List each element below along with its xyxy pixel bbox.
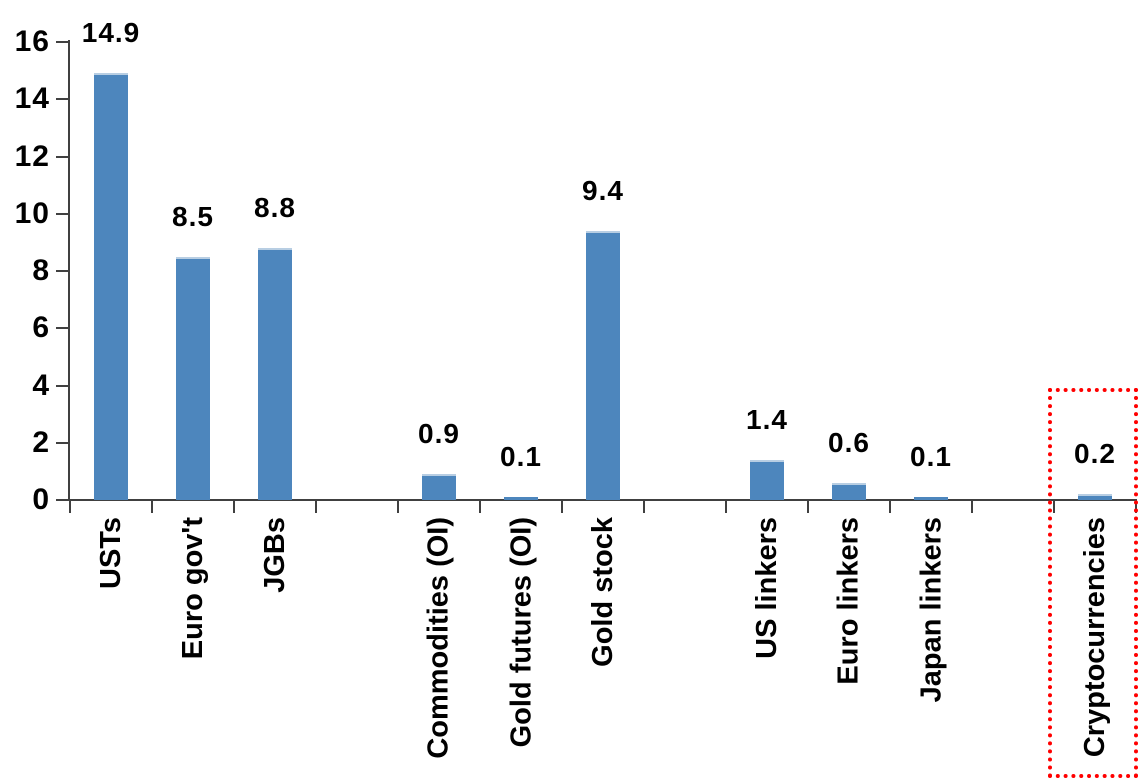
y-tick (56, 155, 68, 158)
bar-value-label: 8.5 (172, 200, 214, 232)
bar-japan-linkers (914, 497, 948, 500)
bar-value-label: 0.1 (500, 441, 542, 473)
y-tick (56, 41, 68, 43)
y-tick-label: 14 (14, 82, 50, 116)
category-label: Euro gov't (177, 517, 209, 660)
y-tick-label: 4 (32, 368, 50, 402)
y-tick-label: 2 (32, 425, 50, 459)
bar-value-label: 0.1 (910, 441, 952, 473)
bar-euro-linkers (832, 482, 866, 500)
bar-usts (94, 73, 128, 500)
bar-value-label: 14.9 (81, 17, 141, 49)
x-tick (725, 500, 727, 513)
bar-commodities-oi- (422, 474, 456, 500)
category-label: Gold futures (OI) (505, 517, 537, 748)
x-tick (69, 500, 71, 513)
x-tick (479, 500, 481, 513)
y-tick (56, 499, 68, 501)
bar-value-label: 9.4 (582, 174, 624, 206)
highlight-box (1048, 388, 1138, 778)
x-tick (971, 500, 973, 513)
y-axis-line (68, 40, 70, 501)
bar-cryptocurrencies (1078, 494, 1112, 500)
category-label: Gold stock (587, 517, 619, 667)
category-label: USTs (95, 517, 127, 589)
x-tick (233, 500, 235, 513)
x-axis-line (68, 499, 1137, 501)
bar-us-linkers (750, 459, 784, 500)
y-tick (56, 327, 68, 330)
bar-gold-stock (586, 230, 620, 500)
bar-value-label: 0.6 (828, 426, 870, 458)
category-label: JGBs (259, 517, 291, 593)
x-tick (889, 500, 891, 513)
y-tick-label: 8 (32, 254, 50, 287)
y-tick (56, 384, 68, 387)
x-tick (397, 500, 399, 513)
x-tick (643, 500, 645, 513)
bar-jgbs (258, 248, 292, 500)
y-tick (56, 98, 68, 101)
category-label: Euro linkers (833, 517, 865, 685)
y-tick-label: 12 (14, 139, 50, 173)
y-tick-label: 10 (14, 196, 50, 230)
bar-value-label: 8.8 (254, 192, 296, 224)
x-tick (151, 500, 153, 513)
x-tick (1053, 500, 1055, 513)
bar-value-label: 1.4 (746, 403, 788, 435)
category-label: Commodities (OI) (423, 517, 455, 759)
bar-value-label: 0.2 (1074, 438, 1116, 470)
y-tick (56, 441, 68, 444)
y-tick-label: 0 (32, 483, 50, 516)
bar-gold-futures-oi- (504, 497, 538, 500)
y-tick (56, 212, 68, 215)
category-label: US linkers (751, 517, 783, 659)
category-label: Japan linkers (915, 517, 947, 703)
y-tick-label: 16 (14, 25, 50, 58)
bar-euro-gov-t (176, 256, 210, 500)
x-tick (315, 500, 317, 513)
y-tick (56, 270, 68, 272)
bar-value-label: 0.9 (418, 418, 460, 450)
y-tick-label: 6 (32, 311, 50, 345)
x-tick (561, 500, 563, 513)
x-tick (807, 500, 809, 513)
